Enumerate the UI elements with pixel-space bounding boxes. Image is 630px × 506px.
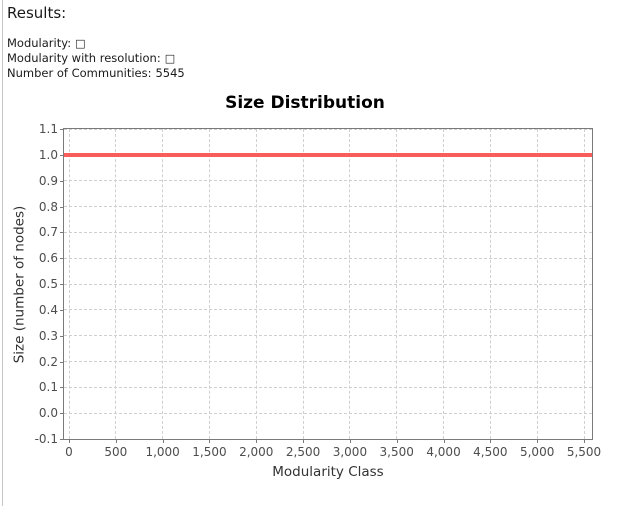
v-gridline	[489, 129, 491, 439]
x-tick-label: 2,000	[239, 445, 274, 459]
x-tick-mark	[209, 440, 211, 443]
y-tick-mark	[60, 361, 63, 363]
y-tick-mark	[60, 129, 63, 130]
x-tick-label: 500	[104, 445, 128, 459]
h-gridline	[64, 257, 592, 259]
result-line-modularity-resolution: Modularity with resolution: □	[7, 51, 185, 66]
x-tick-mark	[162, 440, 164, 443]
x-tick-label: 3,500	[379, 445, 414, 459]
modularity-label: Modularity:	[7, 36, 72, 50]
results-section: Results: Modularity: □ Modularity with re…	[7, 4, 185, 80]
chart-title: Size Distribution	[225, 93, 385, 113]
v-gridline	[396, 129, 398, 439]
panel-left-border	[2, 0, 3, 506]
x-tick-mark	[537, 440, 539, 443]
x-tick-mark	[584, 440, 585, 443]
x-tick-label: 5,500	[566, 445, 602, 459]
y-tick-mark	[60, 439, 63, 440]
x-tick-label: 4,000	[426, 445, 461, 459]
x-tick-label: 1,500	[192, 445, 227, 459]
y-tick-label: -0.1	[34, 432, 58, 446]
y-tick-label: 0.3	[38, 328, 58, 343]
v-gridline	[115, 129, 117, 439]
h-gridline	[64, 386, 592, 388]
v-gridline	[302, 129, 304, 439]
v-gridline	[349, 129, 351, 439]
modularity-resolution-label: Modularity with resolution:	[7, 51, 161, 65]
h-gridline	[64, 438, 592, 439]
y-tick-mark	[60, 154, 63, 156]
h-gridline	[64, 129, 592, 130]
results-heading: Results:	[7, 4, 67, 22]
v-gridline	[208, 129, 210, 439]
x-axis-label: Modularity Class	[272, 464, 384, 480]
x-tick-mark	[443, 440, 445, 443]
y-tick-label: 0.5	[38, 277, 58, 291]
y-tick-label: 0.7	[38, 225, 58, 240]
plot-area	[63, 128, 593, 440]
h-gridline	[64, 361, 592, 362]
x-tick-mark	[115, 440, 117, 443]
x-tick-mark	[349, 440, 351, 443]
x-tick-mark	[396, 440, 398, 443]
x-tick-label: 5,000	[519, 445, 555, 459]
v-gridline	[536, 129, 538, 439]
v-gridline	[255, 129, 257, 439]
h-gridline	[64, 206, 592, 207]
y-tick-label: 1.0	[38, 147, 58, 162]
x-tick-label: 3,000	[332, 445, 368, 459]
v-gridline	[443, 129, 445, 439]
h-gridline	[64, 283, 592, 285]
y-tick-mark	[60, 206, 63, 208]
h-gridline	[64, 412, 592, 414]
h-gridline	[64, 335, 592, 337]
y-tick-label: 0.2	[38, 354, 58, 369]
y-tick-mark	[60, 232, 63, 234]
y-tick-label: 0.4	[38, 302, 58, 317]
y-tick-label: 0.0	[38, 406, 58, 421]
v-gridline	[583, 129, 585, 439]
y-tick-mark	[60, 309, 63, 311]
x-tick-mark	[256, 440, 258, 443]
x-tick-mark	[490, 440, 492, 443]
modularity-resolution-value-missing-glyph: □	[164, 52, 176, 65]
v-gridline	[162, 129, 164, 439]
x-tick-label: 4,500	[473, 445, 508, 459]
y-tick-label: 0.1	[38, 380, 58, 395]
y-tick-label: 0.9	[38, 173, 58, 188]
y-tick-mark	[60, 413, 63, 415]
y-tick-label: 0.6	[38, 251, 58, 266]
y-tick-mark	[60, 258, 63, 260]
communities-value: 5545	[155, 66, 185, 80]
x-tick-label: 2,500	[285, 445, 321, 459]
h-gridline	[64, 231, 592, 233]
x-tick-label: 1,000	[145, 445, 180, 459]
y-tick-label: 1.1	[38, 122, 58, 136]
h-gridline	[64, 180, 592, 182]
communities-label: Number of Communities:	[7, 66, 152, 80]
x-tick-mark	[303, 440, 305, 443]
y-tick-mark	[60, 387, 63, 389]
y-tick-mark	[60, 335, 63, 337]
y-tick-label: 0.8	[38, 199, 58, 214]
x-tick-label: 0	[65, 445, 73, 459]
series-line	[64, 152, 592, 157]
h-gridline	[64, 309, 592, 311]
modularity-value-missing-glyph: □	[75, 37, 86, 50]
result-line-communities: Number of Communities: 5545	[7, 66, 185, 80]
result-line-modularity: Modularity: □	[7, 36, 185, 51]
y-tick-mark	[60, 180, 63, 182]
v-gridline	[68, 129, 70, 439]
x-tick-mark	[69, 440, 70, 443]
y-tick-mark	[60, 284, 63, 285]
